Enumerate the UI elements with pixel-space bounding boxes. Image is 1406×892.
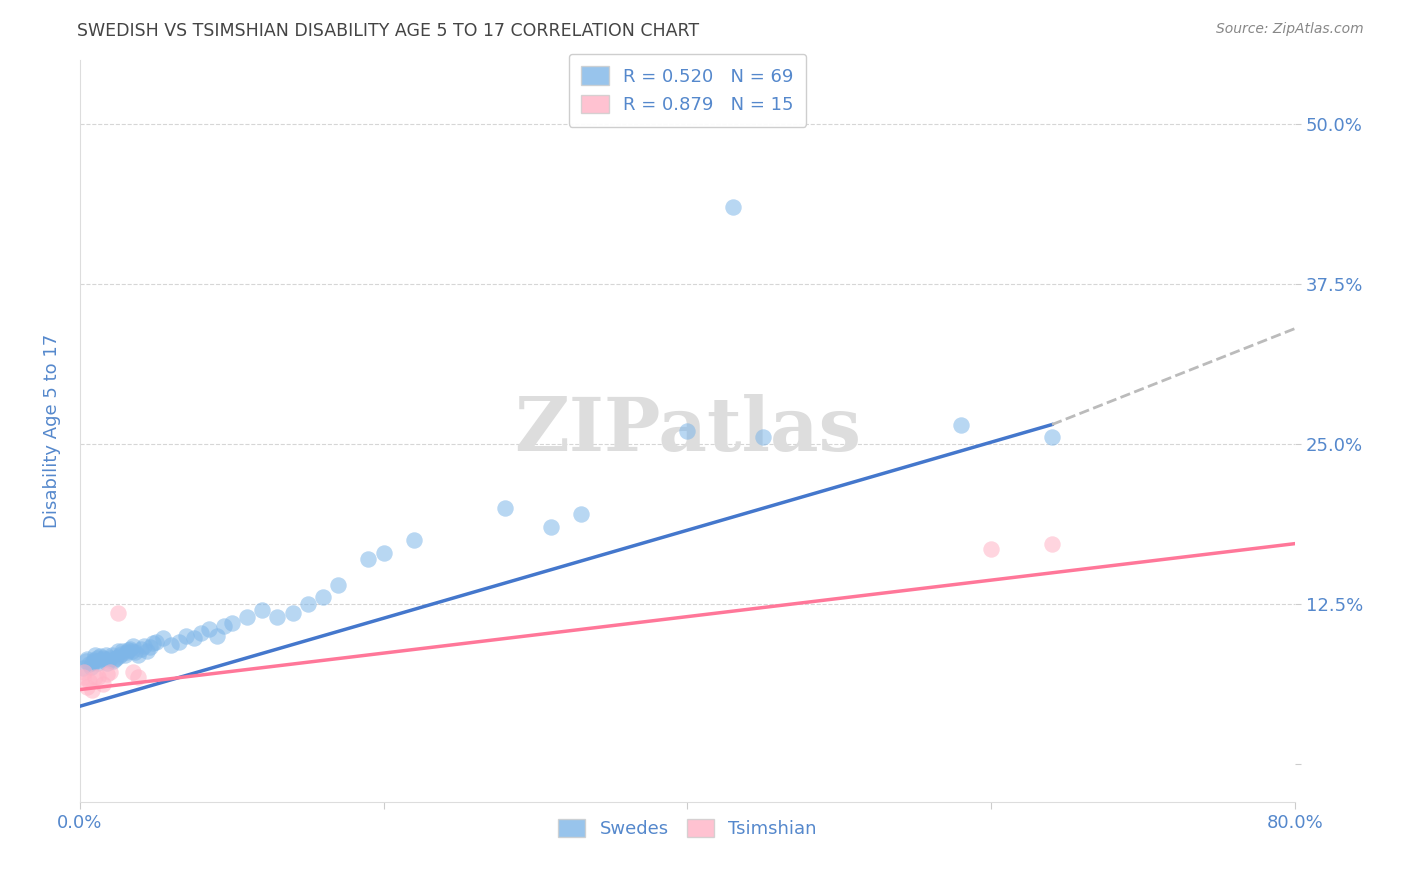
Point: [1040, 430, 1063, 444]
Point: [312, 591, 335, 605]
Point: [73, 665, 96, 679]
Point: [104, 652, 127, 666]
Point: [97, 653, 120, 667]
Text: Source: ZipAtlas.com: Source: ZipAtlas.com: [1216, 22, 1364, 37]
Point: [87, 656, 110, 670]
Point: [91, 677, 114, 691]
Point: [152, 632, 174, 646]
Point: [721, 200, 744, 214]
Point: [142, 636, 165, 650]
Point: [72, 670, 94, 684]
Point: [127, 648, 149, 662]
Point: [122, 639, 145, 653]
Point: [76, 680, 98, 694]
Point: [75, 654, 97, 668]
Point: [111, 644, 134, 658]
Point: [93, 652, 115, 666]
Y-axis label: Disability Age 5 to 17: Disability Age 5 to 17: [44, 334, 60, 528]
Point: [98, 665, 121, 679]
Point: [103, 654, 125, 668]
Point: [145, 635, 167, 649]
Point: [212, 618, 235, 632]
Point: [107, 606, 129, 620]
Point: [80, 656, 103, 670]
Point: [79, 659, 101, 673]
Point: [127, 670, 149, 684]
Point: [122, 665, 145, 679]
Point: [124, 645, 146, 659]
Point: [108, 649, 131, 664]
Point: [402, 533, 425, 547]
Point: [115, 645, 138, 659]
Point: [91, 650, 114, 665]
Point: [96, 656, 118, 670]
Point: [167, 635, 190, 649]
Text: SWEDISH VS TSIMSHIAN DISABILITY AGE 5 TO 17 CORRELATION CHART: SWEDISH VS TSIMSHIAN DISABILITY AGE 5 TO…: [77, 22, 699, 40]
Point: [87, 670, 110, 684]
Point: [118, 641, 141, 656]
Point: [84, 654, 107, 668]
Point: [198, 623, 221, 637]
Point: [135, 644, 157, 658]
Point: [250, 603, 273, 617]
Point: [110, 647, 132, 661]
Point: [297, 597, 319, 611]
Point: [266, 609, 288, 624]
Point: [139, 640, 162, 655]
Point: [373, 545, 395, 559]
Point: [83, 653, 105, 667]
Point: [160, 638, 183, 652]
Point: [236, 609, 259, 624]
Legend: Swedes, Tsimshian: Swedes, Tsimshian: [551, 812, 824, 846]
Point: [105, 650, 128, 665]
Point: [752, 430, 775, 444]
Point: [117, 643, 139, 657]
Point: [174, 629, 197, 643]
Point: [84, 648, 107, 662]
Point: [77, 673, 100, 688]
Point: [121, 644, 143, 658]
Point: [89, 649, 111, 664]
Point: [132, 639, 155, 653]
Point: [98, 650, 121, 665]
Point: [76, 652, 98, 666]
Point: [949, 417, 972, 432]
Point: [326, 577, 349, 591]
Point: [86, 650, 108, 665]
Point: [357, 552, 380, 566]
Point: [205, 629, 228, 643]
Point: [183, 632, 205, 646]
Point: [281, 606, 304, 620]
Text: ZIPatlas: ZIPatlas: [515, 394, 860, 467]
Point: [72, 661, 94, 675]
Point: [494, 500, 516, 515]
Point: [676, 424, 699, 438]
Point: [96, 667, 118, 681]
Point: [94, 648, 117, 662]
Point: [221, 615, 243, 630]
Point: [100, 648, 122, 662]
Point: [84, 670, 107, 684]
Point: [77, 657, 100, 671]
Point: [980, 541, 1002, 556]
Point: [80, 682, 103, 697]
Point: [1040, 536, 1063, 550]
Point: [90, 653, 112, 667]
Point: [190, 626, 212, 640]
Point: [540, 520, 562, 534]
Point: [569, 507, 592, 521]
Point: [107, 644, 129, 658]
Point: [114, 648, 136, 662]
Point: [129, 641, 152, 656]
